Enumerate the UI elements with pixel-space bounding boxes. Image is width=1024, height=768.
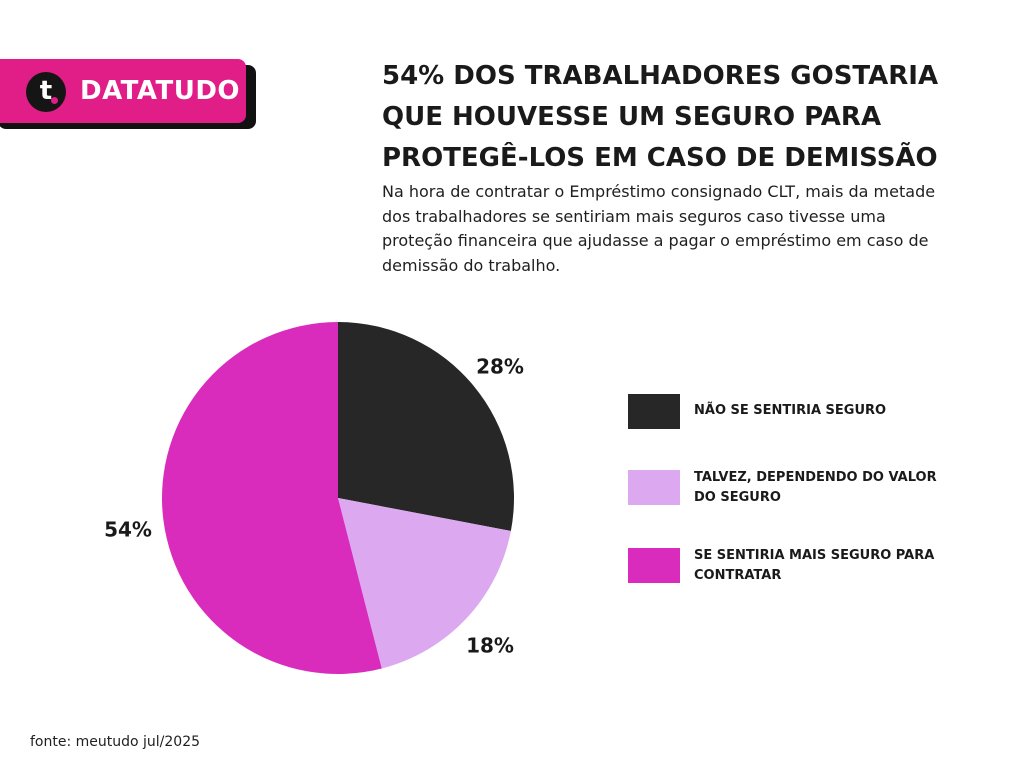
legend-swatch xyxy=(628,394,680,429)
pie-chart: 28% 18% 54% xyxy=(104,322,524,674)
brand-badge: t DATATUDO xyxy=(0,59,260,129)
legend-label-line: TALVEZ, DEPENDENDO DO VALOR xyxy=(694,470,937,485)
headline-line: QUE HOUVESSE UM SEGURO PARA xyxy=(382,102,882,132)
legend-label: TALVEZ, DEPENDENDO DO VALOR DO SEGURO xyxy=(694,468,944,508)
pie-value-label: 18% xyxy=(466,634,514,658)
pie-slice xyxy=(338,498,511,669)
legend-label-line: NÃO SE SENTIRIA SEGURO xyxy=(694,403,887,418)
pie-value-label: 54% xyxy=(104,518,152,542)
subtitle-line: dos trabalhadores se sentiriam mais segu… xyxy=(382,206,886,226)
subtitle-line: Na hora de contratar o Empréstimo consig… xyxy=(382,182,936,201)
subtitle-line: proteção financeira que ajudasse a pagar… xyxy=(382,231,929,250)
brand-name: DATATUDO xyxy=(80,76,241,106)
pie-value-label: 28% xyxy=(476,355,524,379)
legend-swatch xyxy=(628,470,680,505)
legend-label: SE SENTIRIA MAIS SEGURO PARA CONTRATAR xyxy=(694,546,944,586)
legend-label: NÃO SE SENTIRIA SEGURO xyxy=(694,401,944,421)
pie-slice xyxy=(338,322,514,531)
headline-line: PROTEGÊ-LOS EM CASO DE DEMISSÃO xyxy=(382,143,938,173)
headline: 54% DOS TRABALHADORES GOSTARIA QUE HOUVE… xyxy=(382,56,1002,179)
pie-slice xyxy=(161,322,382,674)
subtitle: Na hora de contratar o Empréstimo consig… xyxy=(382,180,992,278)
legend-label-line: CONTRATAR xyxy=(694,568,782,583)
source-note: fonte: meutudo jul/2025 xyxy=(30,734,201,750)
subtitle-line: demissão do trabalho. xyxy=(382,255,561,275)
brand-badge-face: t DATATUDO xyxy=(0,59,246,123)
brand-logo-dot xyxy=(51,97,58,104)
headline-line: 54% DOS TRABALHADORES GOSTARIA xyxy=(382,61,939,91)
legend-swatch xyxy=(628,548,680,583)
brand-logo-letter: t xyxy=(39,76,53,106)
brand-logo-icon: t xyxy=(26,72,66,112)
legend-label-line: SE SENTIRIA MAIS SEGURO PARA xyxy=(694,548,935,563)
legend-label-line: DO SEGURO xyxy=(694,490,781,505)
